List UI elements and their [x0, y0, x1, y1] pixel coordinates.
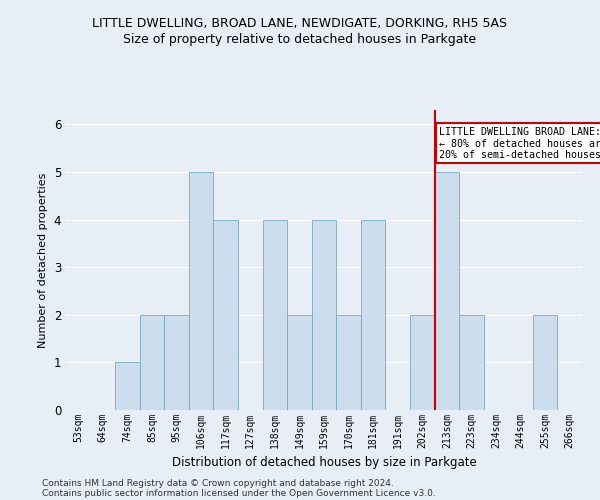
Bar: [140, 315, 164, 410]
Y-axis label: Number of detached properties: Number of detached properties: [38, 172, 48, 348]
Bar: [533, 315, 557, 410]
Bar: [312, 220, 336, 410]
Bar: [263, 220, 287, 410]
X-axis label: Distribution of detached houses by size in Parkgate: Distribution of detached houses by size …: [172, 456, 476, 469]
Bar: [287, 315, 312, 410]
Text: Size of property relative to detached houses in Parkgate: Size of property relative to detached ho…: [124, 32, 476, 46]
Bar: [459, 315, 484, 410]
Bar: [115, 362, 140, 410]
Text: LITTLE DWELLING BROAD LANE: 204sqm
← 80% of detached houses are smaller (33)
20%: LITTLE DWELLING BROAD LANE: 204sqm ← 80%…: [439, 126, 600, 160]
Bar: [434, 172, 459, 410]
Bar: [164, 315, 189, 410]
Bar: [336, 315, 361, 410]
Bar: [214, 220, 238, 410]
Text: LITTLE DWELLING, BROAD LANE, NEWDIGATE, DORKING, RH5 5AS: LITTLE DWELLING, BROAD LANE, NEWDIGATE, …: [92, 18, 508, 30]
Bar: [410, 315, 434, 410]
Text: Contains HM Land Registry data © Crown copyright and database right 2024.: Contains HM Land Registry data © Crown c…: [42, 478, 394, 488]
Bar: [189, 172, 214, 410]
Text: Contains public sector information licensed under the Open Government Licence v3: Contains public sector information licen…: [42, 488, 436, 498]
Bar: [361, 220, 385, 410]
